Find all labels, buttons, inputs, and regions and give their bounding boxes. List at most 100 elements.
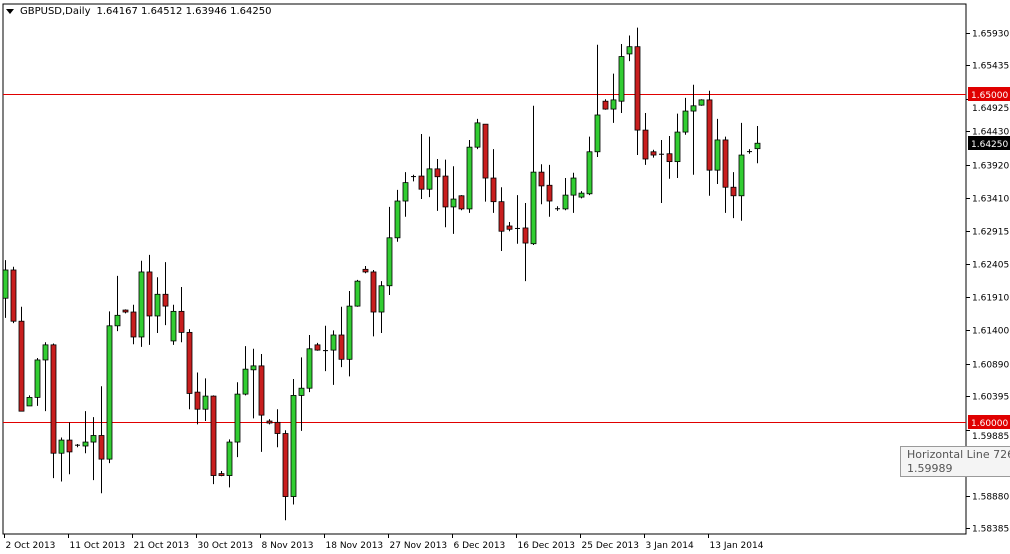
candle [170,304,177,345]
candle-body [82,441,89,447]
candle [506,222,513,232]
candle-body [714,139,721,171]
candle [130,304,137,345]
candle [618,44,625,114]
x-tick-label: 30 Oct 2013 [198,541,254,551]
candle-body [434,168,441,178]
y-tick-label: 1.58880 [972,493,1009,503]
candle [226,439,233,488]
candle-body [586,151,593,195]
candle [354,279,361,307]
candle [138,260,145,347]
candle-body [378,285,385,313]
candle-body [306,348,313,389]
candle-body [450,198,457,208]
candle-body [642,129,649,160]
candle-body [394,200,401,239]
candle [586,136,593,196]
y-tick-label: 1.64430 [972,128,1009,138]
candle-body [298,387,305,396]
triangle-down-icon[interactable] [6,9,14,14]
candle [346,291,353,377]
candle-body [138,271,145,338]
candle-body [370,271,377,313]
hline-price-box [968,415,1010,429]
hline-price-box [968,87,1010,101]
candle [250,348,257,419]
x-tick-label: 2 Oct 2013 [6,541,56,551]
candle-body [130,311,137,338]
candle [602,99,609,110]
candle [546,164,553,217]
candle [674,113,681,179]
x-tick-label: 25 Dec 2013 [582,541,640,551]
y-tick-label: 1.65435 [972,62,1009,72]
candle-body [98,435,105,460]
y-tick-label: 1.65930 [972,30,1009,40]
candle [642,113,649,165]
candle-body [426,168,433,190]
candle [714,118,721,184]
candle-body [482,123,489,179]
candle [323,325,328,372]
candle-body [506,225,513,230]
candle-body [75,444,80,446]
candle [538,164,545,205]
candle [26,395,33,407]
candle-body [515,227,520,229]
candle [482,123,489,202]
candle-body [90,435,97,443]
candle-body [2,269,9,299]
candle-body [522,227,529,244]
x-tick-label: 11 Oct 2013 [70,541,126,551]
candle-body [747,151,752,153]
candle [162,262,169,326]
candle-body [114,314,121,327]
x-tick-label: 6 Dec 2013 [454,541,506,551]
y-tick-label: 1.63920 [972,162,1009,172]
candle [114,275,121,332]
candle-body [578,192,585,198]
candle [10,266,17,324]
symbol-label: GBPUSD,Daily [20,6,91,17]
plot-frame [2,3,967,535]
candle-body [538,171,545,187]
candle-body [178,310,185,333]
candle-body [266,420,273,424]
x-tick-label: 3 Jan 2014 [646,541,694,551]
candle-body [562,194,569,210]
candle [330,330,337,385]
candle-body [722,139,729,188]
y-tick-label: 1.59885 [972,432,1009,442]
candle-body [418,175,425,190]
y-tick-label: 1.62405 [972,261,1009,271]
candle [290,379,297,505]
candle [402,172,409,217]
candle [186,329,193,410]
candle [650,149,657,158]
candle [515,195,520,244]
x-tick-label: 8 Nov 2013 [262,541,314,551]
candle [490,149,497,213]
candle-body [274,421,281,434]
candle [218,470,225,477]
candle [418,134,425,200]
candle-body [730,186,737,197]
candle-body [650,151,657,156]
candle [266,419,273,425]
candle-body [411,176,416,178]
candle-body [170,310,177,342]
candle [706,90,713,196]
candle [122,309,129,314]
candle-body [682,110,689,133]
candle-body [490,177,497,203]
candle-body [162,293,169,307]
y-tick-label: 1.61400 [972,327,1009,337]
candle-body [194,391,201,410]
candle [394,189,401,242]
candle-body [458,195,465,210]
candle [362,266,369,274]
candle-body [594,114,601,153]
